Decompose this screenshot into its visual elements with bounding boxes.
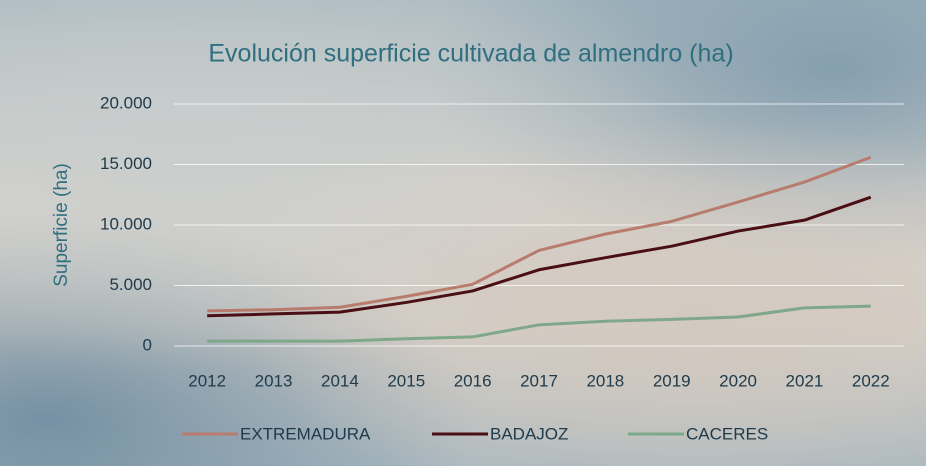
legend-label: EXTREMADURA [240, 424, 371, 443]
x-tick-label: 2012 [188, 371, 226, 390]
y-axis-label: Superficie (ha) [51, 163, 72, 287]
x-tick-label: 2013 [255, 371, 293, 390]
x-tick-label: 2022 [852, 371, 890, 390]
x-tick-label: 2019 [653, 371, 691, 390]
x-tick-label: 2017 [520, 371, 558, 390]
page: {"chart_data": {"type": "line", "title":… [0, 0, 926, 466]
legend-label: BADAJOZ [490, 424, 568, 443]
series-line [207, 197, 871, 316]
x-tick-label: 2016 [454, 371, 492, 390]
y-tick-label: 15.000 [100, 154, 152, 173]
chart: Evolución superficie cultivada de almend… [0, 0, 926, 466]
x-tick-label: 2018 [586, 371, 624, 390]
chart-title: Evolución superficie cultivada de almend… [208, 40, 733, 68]
y-tick-label: 0 [143, 335, 152, 354]
x-tick-label: 2021 [786, 371, 824, 390]
x-tick-label: 2014 [321, 371, 359, 390]
x-tick-label: 2020 [719, 371, 757, 390]
y-tick-label: 10.000 [100, 214, 152, 233]
y-tick-label: 20.000 [100, 93, 152, 112]
legend-label: CACERES [686, 424, 768, 443]
x-tick-label: 2015 [387, 371, 425, 390]
y-tick-label: 5.000 [109, 275, 152, 294]
series-line [207, 157, 871, 311]
series-line [207, 306, 871, 341]
